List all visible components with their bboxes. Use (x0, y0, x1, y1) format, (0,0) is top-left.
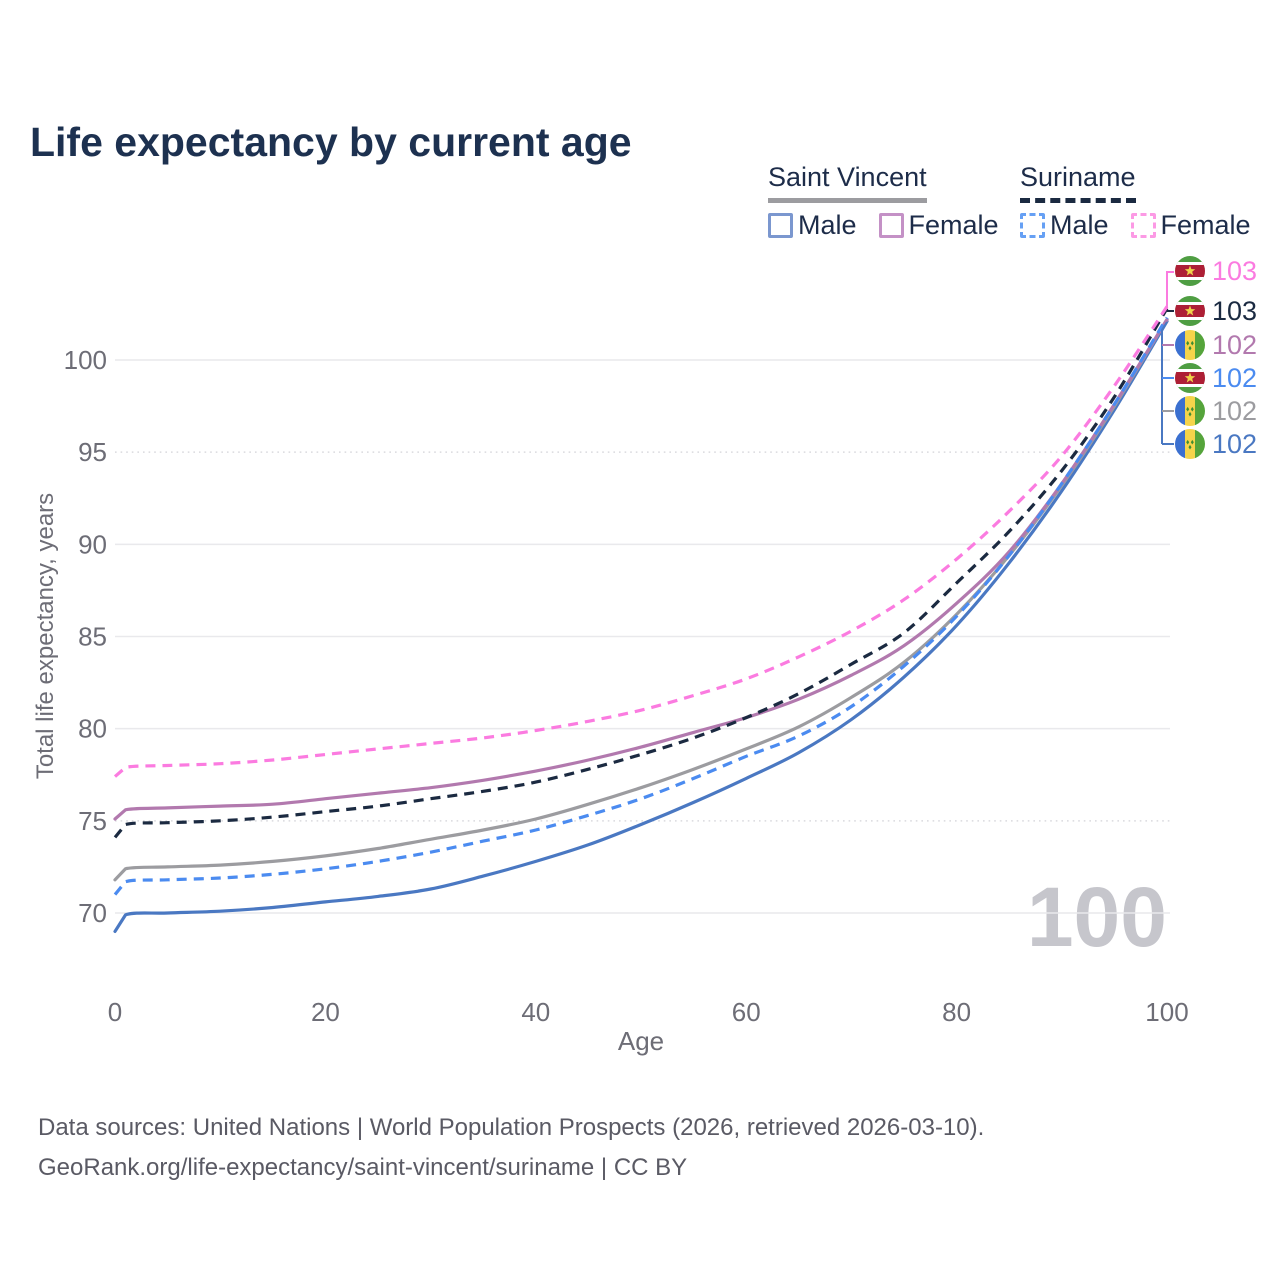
x-tick-label: 100 (1145, 997, 1188, 1027)
legend-group-saint-vincent: Saint Vincent Male Female (768, 163, 999, 239)
legend-item-suriname-male[interactable]: Male (1020, 212, 1109, 239)
legend-item-label: Male (798, 210, 857, 241)
x-tick-label: 80 (942, 997, 971, 1027)
footer-url-line: GeoRank.org/life-expectancy/saint-vincen… (38, 1154, 688, 1182)
end-label-value: 102 (1212, 329, 1258, 360)
x-tick-label: 60 (732, 997, 761, 1027)
end-label-row: 102 (1175, 428, 1257, 460)
legend-swatch (1020, 213, 1045, 239)
end-label-row: 103 (1175, 255, 1257, 287)
y-tick-label: 80 (78, 714, 107, 744)
series-line-sv-female[interactable] (113, 317, 1169, 821)
x-axis-title: Age (617, 1026, 665, 1056)
x-tick-label: 0 (108, 997, 122, 1027)
legend-swatch (1130, 213, 1156, 239)
legend-item-suriname-female[interactable]: Female (1130, 210, 1251, 241)
watermark-age-counter: 100 (1027, 870, 1167, 964)
saint-vincent-flag-icon (1175, 330, 1205, 360)
leader-line (1161, 321, 1168, 444)
leader-line (1166, 271, 1174, 309)
end-label-value: 102 (1212, 362, 1258, 393)
end-label-value: 102 (1212, 428, 1258, 459)
chart-title: Life expectancy by current age (30, 119, 632, 166)
saint-vincent-flag-icon (1175, 429, 1205, 459)
end-label-row: 103 (1175, 295, 1257, 327)
series-line-sv-total[interactable] (113, 317, 1169, 882)
footer-source-line: Data sources: United Nations | World Pop… (38, 1114, 985, 1141)
y-axis-title: Total life expectancy, years (32, 492, 59, 780)
y-tick-label: 95 (78, 437, 107, 467)
series-line-sur-male[interactable] (113, 316, 1169, 896)
series-line-sur-total[interactable] (113, 307, 1169, 839)
series-line-sv-male[interactable] (113, 319, 1169, 934)
legend-title: Saint Vincent (768, 163, 927, 204)
legend-item-label: Male (1050, 210, 1109, 241)
saint-vincent-flag-icon (1175, 396, 1205, 426)
series-line-sur-female[interactable] (113, 305, 1169, 778)
legend-group-suriname: Suriname Male Female (1020, 163, 1251, 239)
suriname-flag-icon (1175, 363, 1205, 393)
legend-title: Suriname (1020, 163, 1136, 204)
x-tick-label: 40 (521, 997, 550, 1027)
y-tick-label: 90 (78, 529, 107, 559)
end-label-row: 102 (1175, 362, 1257, 394)
end-label-row: 102 (1175, 395, 1257, 427)
end-label-value: 103 (1212, 255, 1258, 286)
end-label-row: 102 (1175, 329, 1257, 361)
legend-swatch (768, 213, 793, 239)
footer: Data sources: United Nations | World Pop… (38, 1108, 984, 1188)
legend-item-label: Female (1160, 210, 1251, 241)
y-tick-label: 70 (78, 898, 107, 928)
y-tick-label: 100 (64, 345, 107, 375)
legend-item-saint-vincent-male[interactable]: Male (768, 212, 857, 239)
x-tick-label: 20 (311, 997, 340, 1027)
suriname-flag-icon (1175, 296, 1205, 326)
end-label-value: 103 (1212, 295, 1258, 326)
legend-item-saint-vincent-female[interactable]: Female (878, 210, 999, 241)
end-label-value: 102 (1212, 395, 1258, 426)
legend: Saint Vincent Male Female Suriname Male … (0, 163, 1280, 243)
y-tick-label: 75 (78, 806, 107, 836)
suriname-flag-icon (1175, 256, 1205, 286)
legend-swatch (878, 213, 904, 239)
y-tick-label: 85 (78, 622, 107, 652)
legend-item-label: Female (908, 210, 999, 241)
